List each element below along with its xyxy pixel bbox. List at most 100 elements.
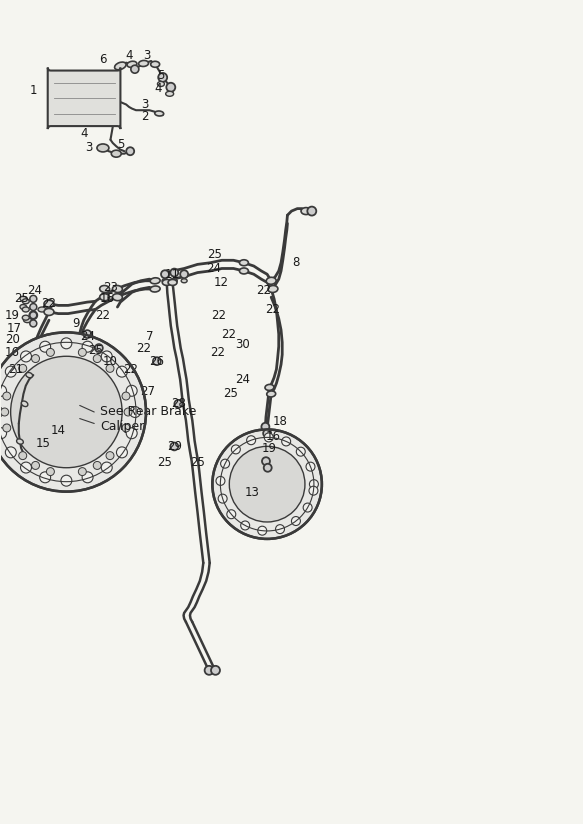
Circle shape bbox=[5, 447, 16, 458]
Ellipse shape bbox=[301, 208, 311, 214]
Ellipse shape bbox=[22, 299, 29, 304]
Text: 8: 8 bbox=[293, 256, 300, 269]
Ellipse shape bbox=[181, 279, 187, 283]
Circle shape bbox=[247, 436, 255, 445]
Text: 22: 22 bbox=[96, 309, 110, 321]
Ellipse shape bbox=[29, 311, 37, 319]
Ellipse shape bbox=[30, 295, 37, 302]
Ellipse shape bbox=[261, 423, 269, 431]
Ellipse shape bbox=[162, 279, 168, 283]
Text: 9: 9 bbox=[72, 317, 79, 330]
Ellipse shape bbox=[263, 429, 271, 438]
Ellipse shape bbox=[44, 300, 54, 307]
Ellipse shape bbox=[264, 464, 272, 472]
Text: 25: 25 bbox=[14, 293, 29, 306]
Ellipse shape bbox=[45, 300, 53, 307]
Ellipse shape bbox=[153, 357, 161, 365]
Circle shape bbox=[282, 437, 291, 446]
Ellipse shape bbox=[30, 320, 37, 327]
Text: 4: 4 bbox=[154, 82, 162, 95]
Text: 30: 30 bbox=[235, 339, 250, 351]
Circle shape bbox=[227, 510, 236, 519]
Ellipse shape bbox=[111, 150, 121, 157]
Ellipse shape bbox=[307, 207, 317, 216]
Ellipse shape bbox=[158, 73, 167, 82]
Ellipse shape bbox=[26, 372, 33, 377]
Text: 24: 24 bbox=[206, 262, 221, 275]
Circle shape bbox=[3, 424, 10, 432]
Ellipse shape bbox=[211, 666, 220, 675]
Circle shape bbox=[106, 452, 114, 460]
Ellipse shape bbox=[38, 307, 46, 312]
Circle shape bbox=[124, 408, 132, 416]
Text: 24: 24 bbox=[80, 330, 95, 343]
Text: 16: 16 bbox=[100, 293, 114, 306]
Ellipse shape bbox=[266, 278, 276, 284]
Circle shape bbox=[93, 354, 101, 363]
Text: See Rear Brake
Caliper: See Rear Brake Caliper bbox=[100, 405, 196, 433]
Text: 6: 6 bbox=[72, 109, 79, 122]
Ellipse shape bbox=[170, 269, 178, 277]
Ellipse shape bbox=[16, 439, 23, 444]
Ellipse shape bbox=[161, 270, 169, 279]
Text: 28: 28 bbox=[171, 397, 186, 410]
Circle shape bbox=[212, 429, 322, 539]
Ellipse shape bbox=[115, 62, 126, 70]
Circle shape bbox=[31, 354, 40, 363]
Circle shape bbox=[0, 406, 3, 418]
Ellipse shape bbox=[95, 344, 103, 352]
Text: 7: 7 bbox=[146, 330, 153, 343]
Text: 16: 16 bbox=[4, 346, 19, 359]
Text: 19: 19 bbox=[262, 442, 277, 456]
Ellipse shape bbox=[166, 91, 174, 96]
Text: 6: 6 bbox=[99, 53, 107, 66]
Text: 22: 22 bbox=[256, 284, 271, 297]
Text: 3: 3 bbox=[142, 98, 149, 111]
Circle shape bbox=[47, 468, 54, 475]
Ellipse shape bbox=[267, 391, 276, 397]
Text: 14: 14 bbox=[51, 424, 66, 437]
Circle shape bbox=[296, 447, 305, 456]
Circle shape bbox=[93, 461, 101, 470]
Text: 22: 22 bbox=[136, 341, 151, 354]
Circle shape bbox=[241, 521, 250, 530]
Text: 10: 10 bbox=[103, 354, 118, 368]
Text: 25: 25 bbox=[157, 456, 173, 470]
Text: 4: 4 bbox=[80, 127, 88, 140]
Text: 26: 26 bbox=[149, 354, 164, 368]
Circle shape bbox=[3, 392, 10, 400]
Circle shape bbox=[292, 517, 300, 526]
Text: 5: 5 bbox=[85, 94, 92, 107]
Circle shape bbox=[82, 341, 93, 352]
Ellipse shape bbox=[205, 666, 213, 675]
Circle shape bbox=[129, 406, 141, 418]
Ellipse shape bbox=[139, 60, 149, 67]
Ellipse shape bbox=[97, 144, 109, 152]
Text: 5: 5 bbox=[157, 69, 164, 82]
Text: 1: 1 bbox=[30, 84, 37, 97]
Text: 22: 22 bbox=[210, 346, 224, 359]
FancyBboxPatch shape bbox=[48, 68, 121, 129]
Circle shape bbox=[303, 503, 312, 512]
Circle shape bbox=[117, 366, 128, 377]
Text: 3: 3 bbox=[143, 49, 150, 62]
Text: 15: 15 bbox=[36, 437, 51, 450]
Text: 25: 25 bbox=[190, 456, 205, 470]
Circle shape bbox=[78, 468, 86, 475]
Text: 22: 22 bbox=[265, 303, 280, 316]
Ellipse shape bbox=[154, 111, 164, 116]
Text: 13: 13 bbox=[245, 486, 259, 499]
Circle shape bbox=[276, 525, 285, 534]
Text: 24: 24 bbox=[235, 372, 250, 386]
Ellipse shape bbox=[100, 293, 110, 301]
Circle shape bbox=[19, 364, 27, 372]
Text: 23: 23 bbox=[103, 281, 118, 294]
Circle shape bbox=[61, 338, 72, 349]
Ellipse shape bbox=[100, 285, 110, 293]
Ellipse shape bbox=[23, 318, 31, 323]
Circle shape bbox=[0, 332, 146, 492]
Text: 4: 4 bbox=[125, 49, 133, 62]
Text: 19: 19 bbox=[4, 309, 19, 321]
Circle shape bbox=[126, 428, 137, 438]
Circle shape bbox=[20, 351, 31, 362]
